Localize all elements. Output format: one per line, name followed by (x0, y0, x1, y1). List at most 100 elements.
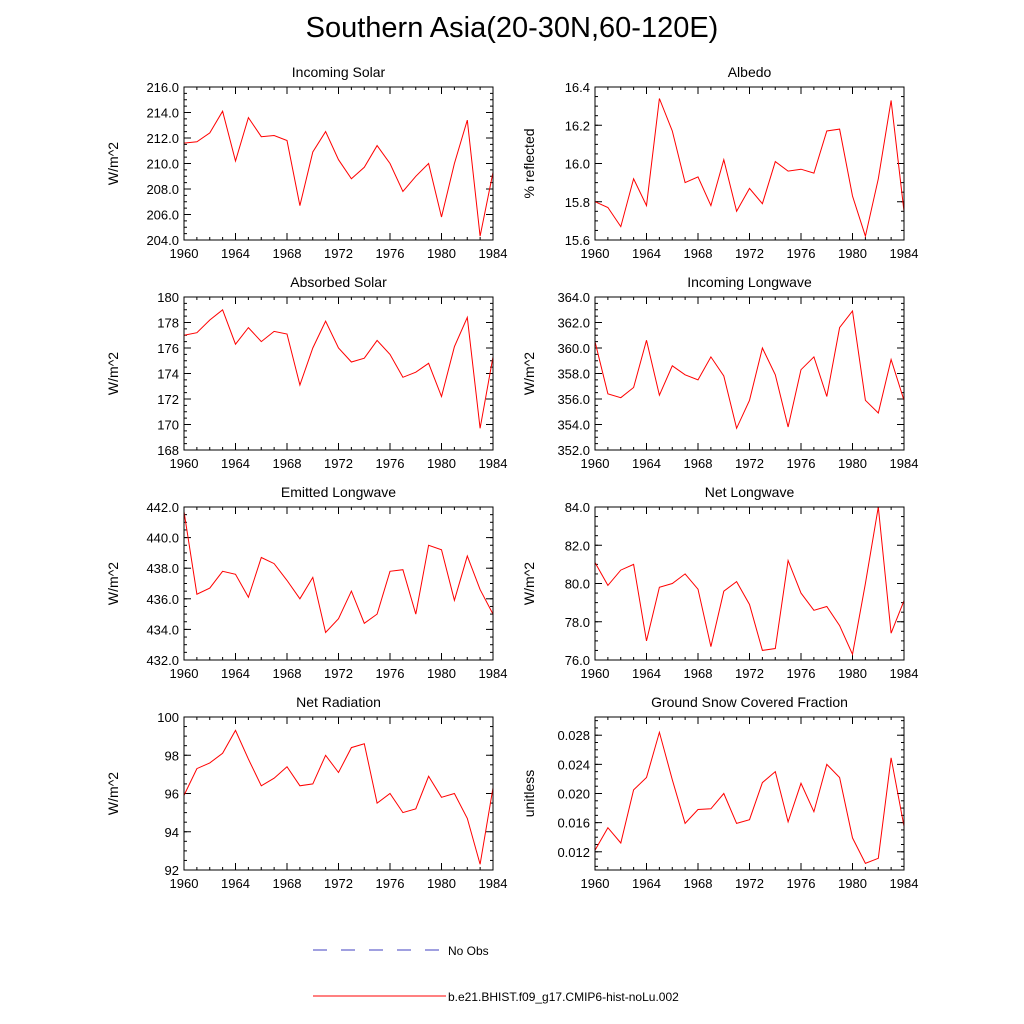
y-axis-label: W/m^2 (105, 352, 121, 395)
x-tick-label: 1964 (221, 246, 250, 261)
y-tick-label: 16.4 (565, 80, 590, 95)
x-tick-label: 1960 (170, 666, 199, 681)
x-tick-label: 1968 (273, 246, 302, 261)
x-tick-label: 1980 (838, 876, 867, 891)
x-tick-label: 1976 (787, 666, 816, 681)
x-tick-label: 1960 (170, 246, 199, 261)
series-line (183, 109, 494, 237)
x-tick-label: 1964 (221, 876, 250, 891)
y-tick-label: 440.0 (146, 531, 179, 546)
x-tick-label: 1984 (479, 876, 508, 891)
y-axis-label: unitless (521, 770, 537, 817)
y-tick-label: 204.0 (146, 233, 179, 248)
panel-2: 1960 1964 1968 1972 1976 1980 1984 15.6 15.8 16.0… (521, 64, 918, 261)
plot-frame (594, 296, 905, 451)
y-tick-label: 96 (165, 787, 179, 802)
y-tick-label: 434.0 (146, 622, 179, 637)
y-tick-label: 15.8 (565, 195, 590, 210)
x-tick-label: 1960 (581, 876, 610, 891)
y-tick-label: 176 (157, 341, 179, 356)
y-axis-label: W/m^2 (521, 562, 537, 605)
x-tick-label: 1968 (684, 876, 713, 891)
x-tick-label: 1960 (170, 456, 199, 471)
y-tick-label: 178 (157, 316, 179, 331)
panel-title: Albedo (728, 64, 772, 80)
panel-title: Net Radiation (296, 694, 381, 710)
figure-title: Southern Asia(20-30N,60-120E) (305, 12, 719, 44)
plot-frame (183, 86, 494, 241)
x-tick-label: 1984 (479, 666, 508, 681)
y-tick-label: 352.0 (557, 443, 590, 458)
y-tick-label: 172 (157, 392, 179, 407)
x-tick-label: 1980 (838, 246, 867, 261)
y-tick-label: 210.0 (146, 157, 179, 172)
y-tick-label: 94 (165, 825, 179, 840)
y-tick-label: 0.016 (557, 816, 590, 831)
panel-title: Net Longwave (705, 484, 795, 500)
x-tick-label: 1984 (890, 456, 919, 471)
x-tick-label: 1964 (221, 666, 250, 681)
y-tick-label: 82.0 (565, 538, 590, 553)
x-tick-label: 1972 (324, 876, 353, 891)
x-tick-label: 1984 (479, 246, 508, 261)
x-tick-label: 1968 (273, 666, 302, 681)
x-tick-label: 1960 (170, 876, 199, 891)
y-tick-label: 76.0 (565, 653, 590, 668)
y-tick-label: 354.0 (557, 418, 590, 433)
panel-6: 1960 1964 1968 1972 1976 1980 1984 76.0 78.0 80.0… (521, 484, 918, 681)
x-tick-label: 1964 (632, 666, 661, 681)
panel-title: Emitted Longwave (281, 484, 396, 500)
y-tick-label: 216.0 (146, 80, 179, 95)
y-tick-label: 80.0 (565, 577, 590, 592)
y-tick-label: 438.0 (146, 561, 179, 576)
y-axis-label: W/m^2 (105, 562, 121, 605)
y-tick-label: 0.012 (557, 845, 590, 860)
x-tick-label: 1976 (787, 246, 816, 261)
x-tick-label: 1968 (273, 876, 302, 891)
y-tick-label: 362.0 (557, 316, 590, 331)
x-tick-label: 1972 (735, 246, 764, 261)
x-tick-label: 1964 (632, 456, 661, 471)
x-tick-label: 1964 (632, 246, 661, 261)
series-line (594, 730, 905, 865)
x-tick-label: 1980 (838, 456, 867, 471)
x-tick-label: 1972 (735, 666, 764, 681)
series-line (183, 308, 494, 429)
y-tick-label: 100 (157, 710, 179, 725)
x-tick-label: 1976 (376, 876, 405, 891)
plot-frame (594, 716, 905, 871)
y-tick-label: 16.2 (565, 118, 590, 133)
x-tick-label: 1984 (890, 666, 919, 681)
y-tick-label: 15.6 (565, 233, 590, 248)
y-tick-label: 170 (157, 418, 179, 433)
x-tick-label: 1964 (221, 456, 250, 471)
series-line (183, 511, 494, 634)
series-line (594, 506, 905, 656)
series-line (594, 98, 905, 239)
y-tick-label: 16.0 (565, 157, 590, 172)
y-axis-label: W/m^2 (521, 352, 537, 395)
y-tick-label: 0.028 (557, 728, 590, 743)
y-tick-label: 212.0 (146, 131, 179, 146)
x-tick-label: 1968 (684, 246, 713, 261)
x-tick-label: 1976 (787, 876, 816, 891)
x-tick-label: 1984 (479, 456, 508, 471)
plot-frame (183, 716, 494, 871)
y-tick-label: 208.0 (146, 182, 179, 197)
y-tick-label: 206.0 (146, 208, 179, 223)
panel-5: 1960 1964 1968 1972 1976 1980 1984 432.0 434.0 43… (105, 484, 507, 681)
panel-1: 1960 1964 1968 1972 1976 1980 1984 204.0 206.0 20… (105, 64, 507, 261)
x-tick-label: 1980 (427, 456, 456, 471)
panel-title: Ground Snow Covered Fraction (651, 694, 848, 710)
x-tick-label: 1984 (890, 246, 919, 261)
y-tick-label: 360.0 (557, 341, 590, 356)
x-tick-label: 1976 (376, 456, 405, 471)
plot-frame (594, 86, 905, 241)
panel-8: 1960 1964 1968 1972 1976 1980 1984 0.012 0.016 0.… (521, 694, 918, 891)
y-tick-label: 356.0 (557, 392, 590, 407)
x-tick-label: 1968 (684, 666, 713, 681)
x-tick-label: 1984 (890, 876, 919, 891)
x-tick-label: 1960 (581, 456, 610, 471)
y-axis-label: W/m^2 (105, 772, 121, 815)
